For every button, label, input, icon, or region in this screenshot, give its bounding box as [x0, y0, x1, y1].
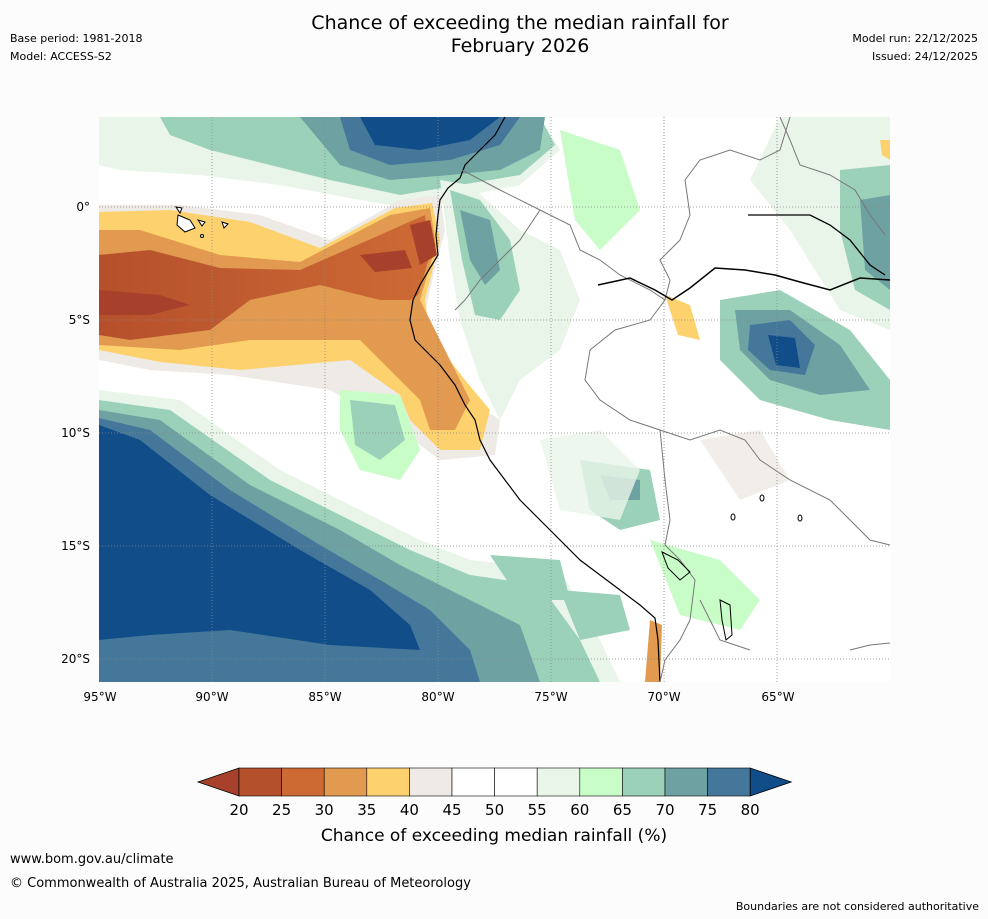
map-title: Chance of exceeding the median rainfall … — [0, 12, 988, 58]
colorbar-tick-label: 55 — [527, 801, 547, 819]
colorbar-cell — [238, 767, 282, 797]
colorbar-cell — [323, 767, 368, 797]
colorbar-tick-label: 35 — [357, 801, 377, 819]
lon-label-65w: 65°W — [761, 690, 795, 704]
colorbar-tick-label: 50 — [485, 801, 505, 819]
colorbar-tick-label: 60 — [570, 801, 590, 819]
title-line-1: Chance of exceeding the median rainfall … — [311, 12, 729, 34]
colorbar-cell — [579, 767, 623, 797]
colorbar-tick-label: 65 — [612, 801, 632, 819]
colorbar-tick-label: 75 — [698, 801, 718, 819]
colorbar-tick-label: 30 — [314, 801, 334, 819]
model-text: Model: ACCESS-S2 — [10, 50, 112, 63]
lat-label-20s: 20°S — [61, 652, 90, 666]
footer-disclaimer: Boundaries are not considered authoritat… — [735, 900, 979, 913]
colorbar-extend-high — [749, 767, 793, 797]
colorbar-extend-low — [196, 767, 240, 797]
rio-negro — [748, 214, 886, 276]
colorbar-tick-label: 40 — [399, 801, 419, 819]
lon-label-80w: 80°W — [421, 690, 455, 704]
lon-label-70w: 70°W — [647, 690, 681, 704]
colorbar-cell — [494, 767, 538, 797]
amazon-river — [597, 267, 890, 301]
colorbar-cell — [664, 767, 708, 797]
colorbar-cell — [281, 767, 325, 797]
issued-text: Issued: 24/12/2025 — [871, 50, 978, 63]
colorbar-cell — [451, 767, 495, 797]
colorbar-title: Chance of exceeding median rainfall (%) — [320, 826, 668, 846]
colorbar-cell — [622, 767, 666, 797]
lon-label-75w: 75°W — [534, 690, 568, 704]
colorbar-cell — [366, 767, 410, 797]
colorbar-tick-label: 20 — [229, 801, 249, 819]
base-period-text: Base period: 1981-2018 — [10, 32, 143, 45]
colorbar-cell — [707, 767, 751, 797]
lat-label-5s: 5°S — [68, 313, 90, 327]
lat-label-0: 0° — [76, 200, 90, 214]
colorbar-tick-label: 25 — [272, 801, 292, 819]
lon-label-85w: 85°W — [308, 690, 342, 704]
footer-copyright: © Commonwealth of Australia 2025, Austra… — [10, 876, 471, 891]
colorbar-tick-label: 70 — [655, 801, 675, 819]
footer-url: www.bom.gov.au/climate — [10, 852, 174, 867]
title-line-2: February 2026 — [450, 35, 590, 57]
colorbar-tick-label: 45 — [442, 801, 462, 819]
galapagos-islands — [174, 206, 229, 238]
colorbar-ticks: 20 25 30 35 40 45 50 55 60 65 70 75 80 — [0, 801, 988, 821]
forecast-field — [99, 117, 890, 682]
lon-label-90w: 90°W — [195, 690, 229, 704]
model-run-text: Model run: 22/12/2025 — [852, 32, 978, 45]
lon-label-95w: 95°W — [83, 690, 117, 704]
lat-label-15s: 15°S — [61, 539, 90, 553]
graticule — [99, 117, 890, 682]
coastline — [409, 117, 661, 682]
colorbar-tick-label: 80 — [740, 801, 760, 819]
colorbar-cell — [409, 767, 453, 797]
colorbar — [196, 767, 793, 797]
colorbar-cell — [536, 767, 581, 797]
lat-label-10s: 10°S — [61, 426, 90, 440]
